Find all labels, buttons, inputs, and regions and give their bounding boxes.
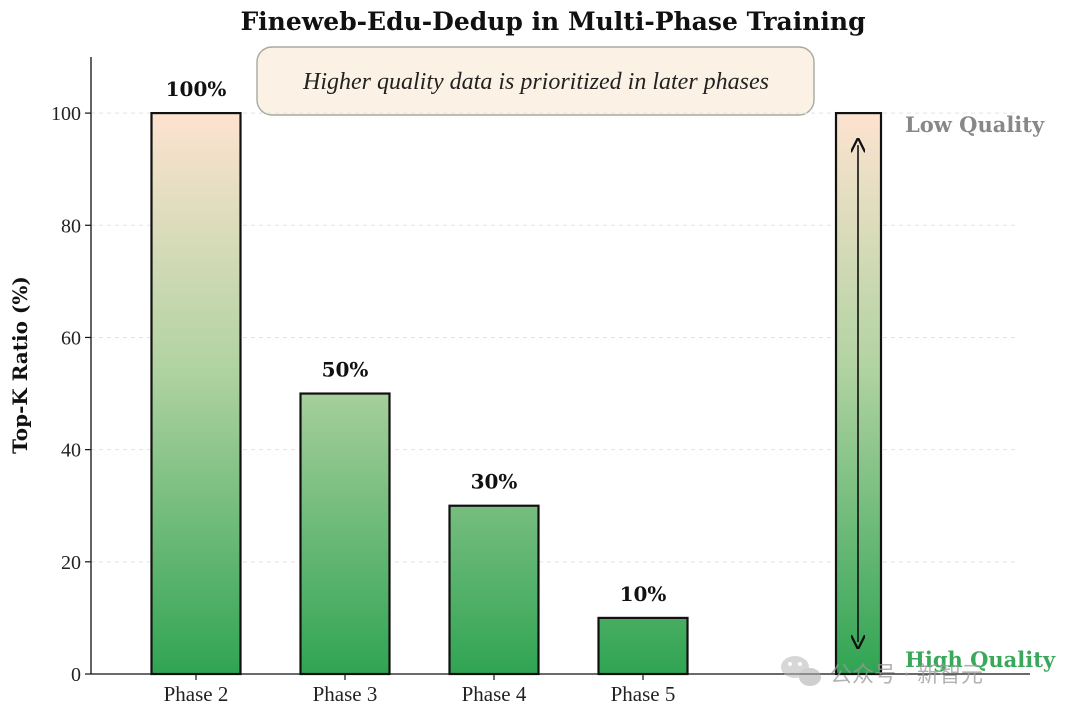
x-tick-label: Phase 4 [462,682,527,706]
low-quality-label: Low Quality [905,112,1045,137]
wechat-icon [781,656,821,686]
y-tick-label: 0 [71,664,81,686]
bar-phase-5 [597,616,689,676]
y-tick-label: 20 [61,552,81,574]
bar-phase-2 [150,111,242,676]
quality-scale: Low Quality High Quality [834,111,1056,676]
watermark-text: 公众号 · 新智元 [830,663,983,688]
y-tick-label: 100 [51,103,81,125]
data-label: 10% [620,582,667,606]
y-tick-label: 40 [61,440,81,462]
y-tick-label: 60 [61,327,81,349]
y-axis-label: Top-K Ratio (%) [8,276,32,454]
y-axis-ticks: 0 20 40 60 80 100 [51,103,91,686]
bar-phase-4 [448,504,540,676]
annotation-box: Higher quality data is prioritized in la… [256,46,815,116]
bar-phase-3 [299,392,391,676]
x-tick-label: Phase 2 [164,682,229,706]
annotation-text: Higher quality data is prioritized in la… [302,69,769,95]
data-label: 50% [322,358,369,382]
watermark: 公众号 · 新智元 [781,656,983,688]
x-tick-label: Phase 3 [313,682,378,706]
bars [150,111,689,676]
data-label: 100% [166,77,227,101]
chart-title: Fineweb-Edu-Dedup in Multi-Phase Trainin… [240,7,865,36]
high-quality-label: High Quality [905,647,1056,672]
x-axis-ticks: Phase 2 Phase 3 Phase 4 Phase 5 [164,674,676,706]
x-tick-label: Phase 5 [611,682,676,706]
data-labels: 100% 50% 30% 10% [166,77,667,606]
y-tick-label: 80 [61,215,81,237]
data-label: 30% [471,470,518,494]
